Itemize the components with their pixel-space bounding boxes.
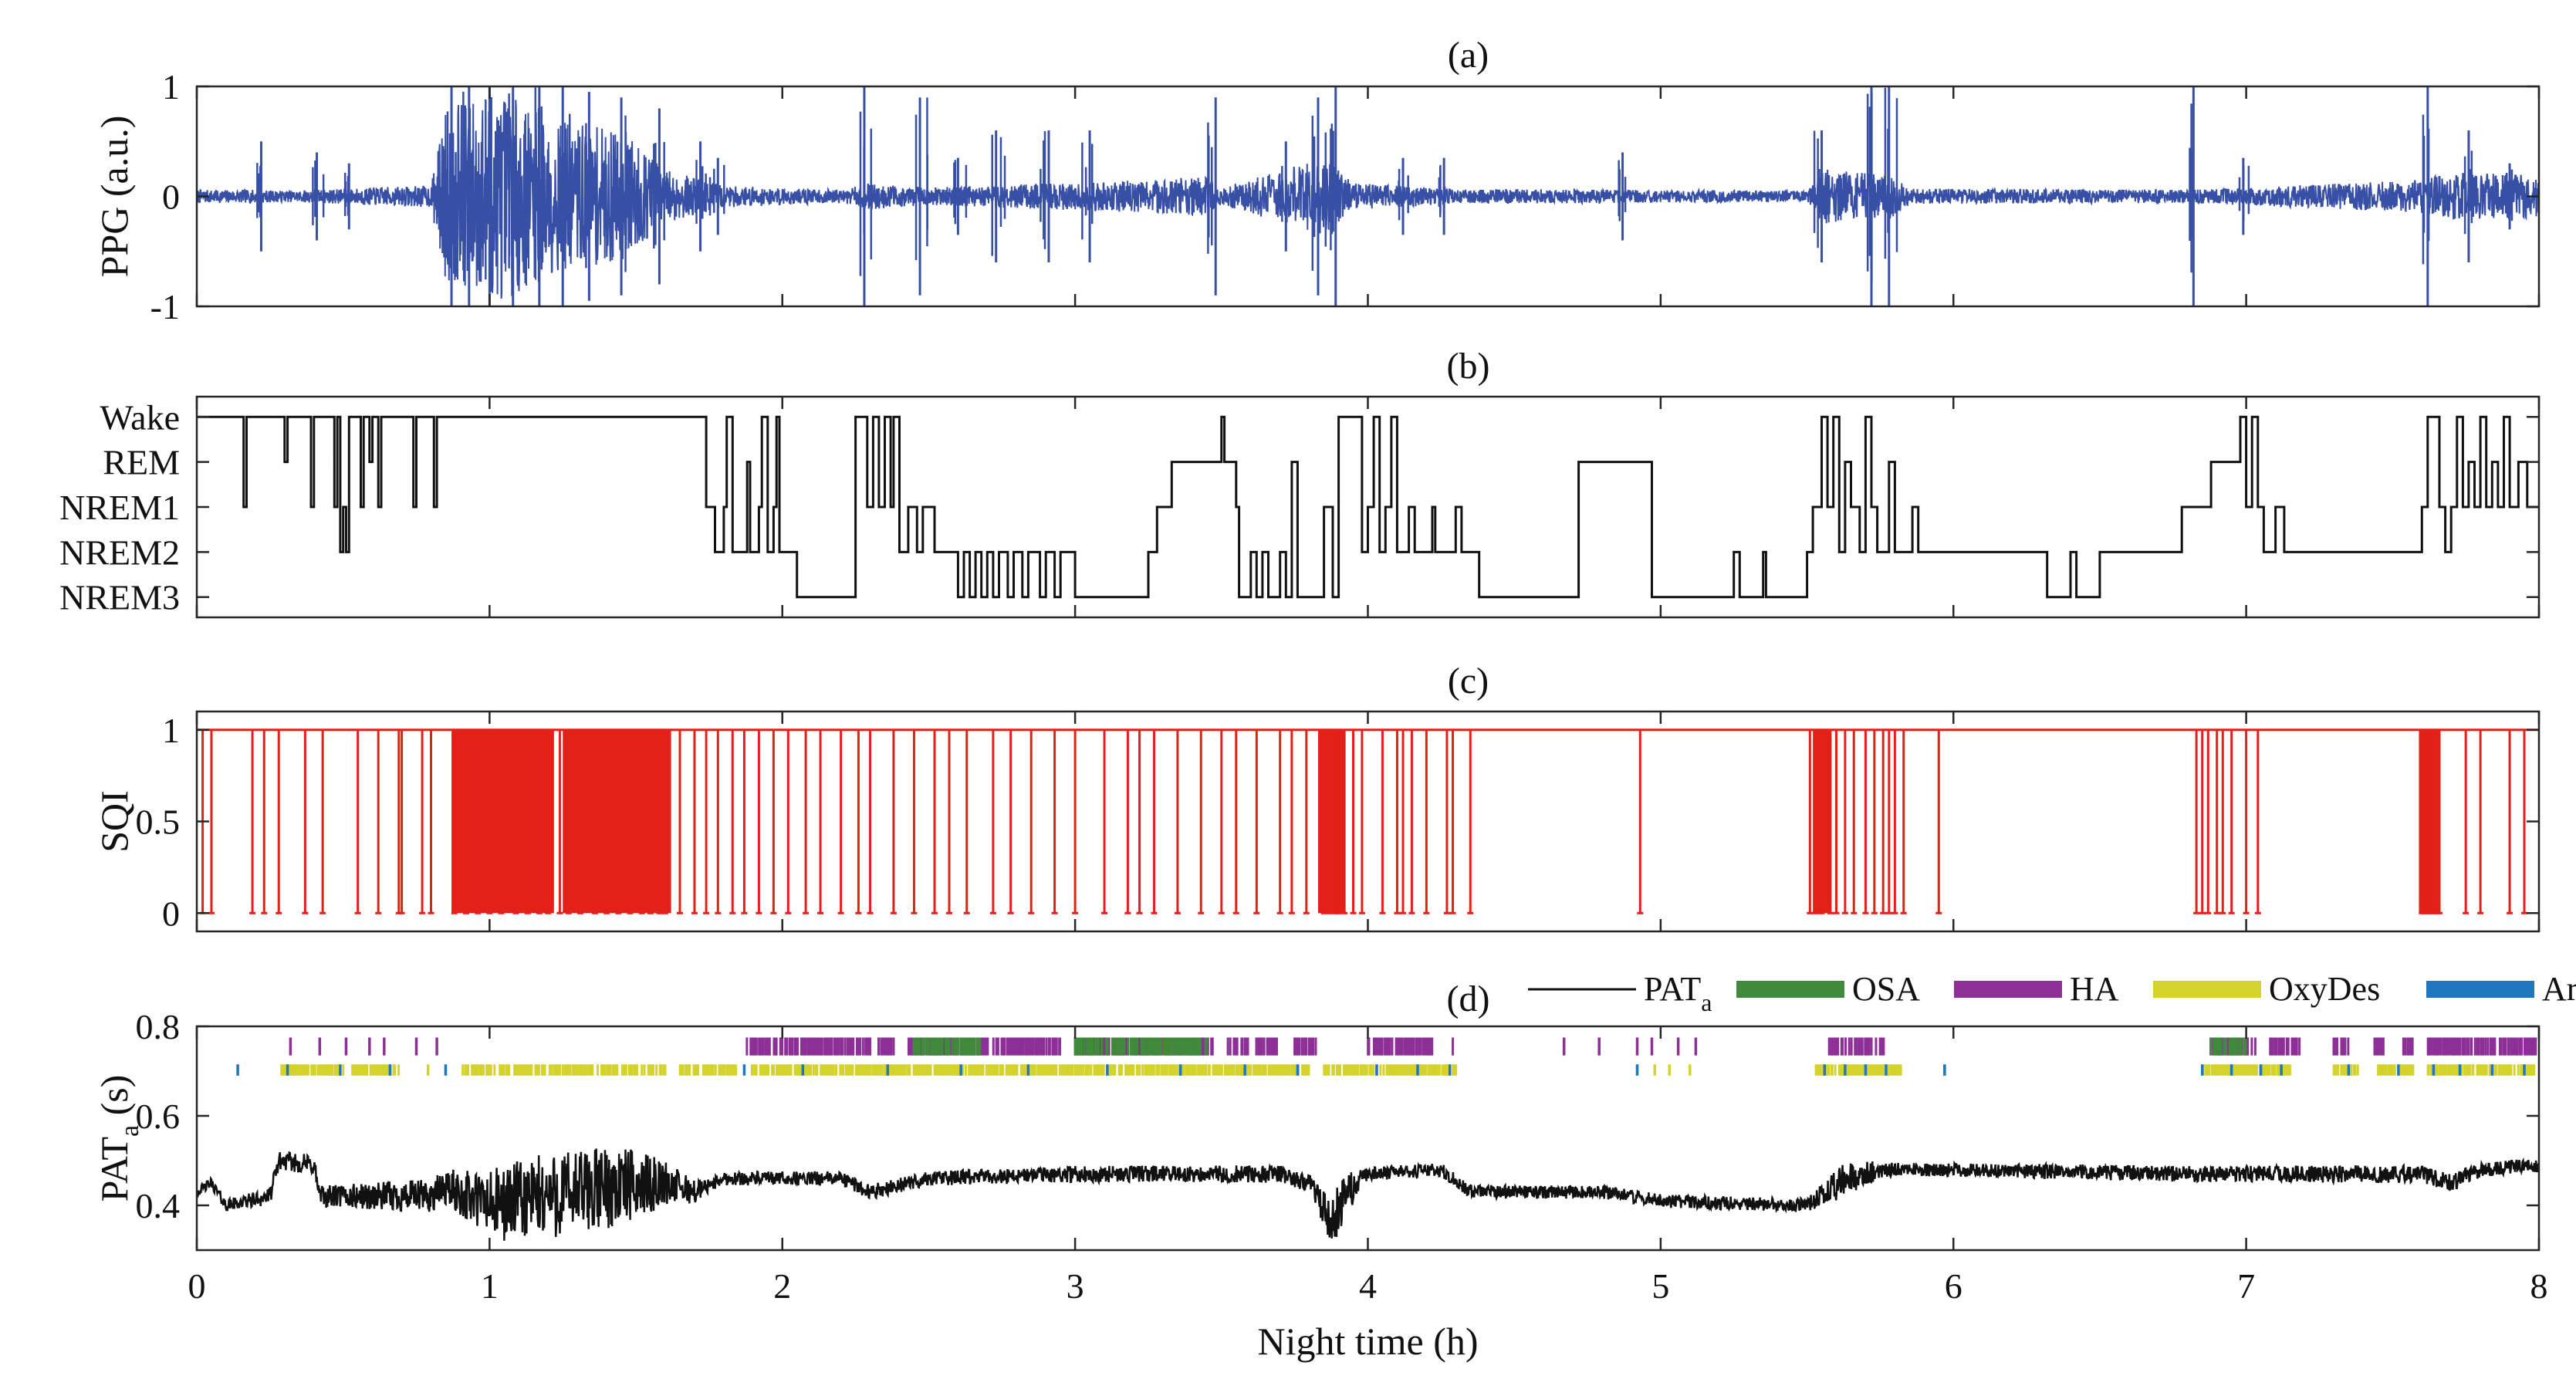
y-axis-label-d: PATa (s) — [93, 1075, 144, 1202]
panel-title-d: (d) — [1447, 978, 1490, 1019]
legend-label-osa: OSA — [1852, 970, 1920, 1008]
y-tick-label: REM — [103, 443, 180, 482]
plot-area-b — [197, 415, 2539, 599]
x-tick-label: 8 — [2530, 1266, 2548, 1306]
legend-label-oxydes: OxyDes — [2269, 970, 2380, 1008]
ppg-signal-line — [197, 100, 2539, 299]
x-tick-label: 0 — [188, 1266, 206, 1306]
panel-c: 0 0.5 1 (c) SQI — [93, 661, 2541, 933]
y-tick-label: Wake — [100, 397, 180, 437]
sqi-dense-band — [563, 729, 671, 914]
sqi-dense-band — [1318, 729, 1345, 914]
panels: -1 0 1 (a) PPG (a.u.) NREM3 NREM2 NREM1 REM Wake (… — [59, 35, 2576, 1363]
y-axis-label-c: SQI — [93, 790, 136, 853]
y-tick-label: 0 — [162, 177, 180, 217]
y-tick-label: NREM1 — [59, 488, 180, 527]
x-tick-label: 7 — [2237, 1266, 2255, 1306]
y-tick-label: 1 — [162, 711, 180, 750]
y-tick-label: -1 — [150, 287, 180, 326]
panel-title-a: (a) — [1448, 35, 1489, 76]
legend-label-ha: HA — [2070, 970, 2119, 1008]
y-tick-label: 0.4 — [136, 1186, 181, 1225]
x-axis-label: Night time (h) — [1257, 1320, 1478, 1363]
x-tick-label: 4 — [1359, 1266, 1377, 1306]
y-axis-label-suffix: (s) — [93, 1075, 136, 1125]
plot-area-c — [197, 728, 2539, 914]
panel-b: NREM3 NREM2 NREM1 REM Wake (b) — [59, 346, 2541, 619]
y-tick-label: 0.6 — [136, 1097, 181, 1136]
y-tick-label: 0.8 — [136, 1007, 181, 1046]
panel-a: -1 0 1 (a) PPG (a.u.) — [93, 35, 2541, 326]
legend-swatch-oxydes — [2153, 981, 2261, 998]
legend-label-subscript: a — [1701, 989, 1712, 1016]
legend-swatch-osa — [1736, 981, 1844, 998]
legend-label-ar: Ar — [2542, 970, 2576, 1008]
y-tick-label: 0 — [162, 894, 180, 933]
y-tick-label: 1 — [162, 67, 180, 106]
panel-title-c: (c) — [1448, 661, 1489, 701]
x-tick-label: 1 — [481, 1266, 499, 1306]
y-axis-label-a: PPG (a.u.) — [93, 116, 136, 278]
y-tick-label: 0.5 — [136, 803, 181, 842]
legend-swatch-ar — [2426, 981, 2534, 998]
panel-title-b: (b) — [1447, 346, 1490, 387]
pat-a-line — [197, 1148, 2539, 1241]
x-tick-label: 6 — [1945, 1266, 1962, 1306]
plot-area-d — [197, 1037, 2539, 1241]
plot-area-a — [197, 86, 2539, 306]
sqi-dense-band — [451, 729, 554, 914]
panel-d: PATa OSA HA OxyDes Ar0 1 2 3 4 5 6 7 80.40.60.8(d)PA… — [93, 970, 2576, 1363]
x-tick-label: 5 — [1651, 1266, 1669, 1306]
legend-swatch-ha — [1954, 981, 2062, 998]
y-tick-label: NREM2 — [59, 532, 180, 572]
y-axis-label-subscript: a — [116, 1125, 144, 1137]
y-tick-label: NREM3 — [59, 578, 180, 617]
hypnogram-line — [197, 415, 2539, 599]
x-tick-label: 2 — [773, 1266, 791, 1306]
x-tick-label: 3 — [1067, 1266, 1084, 1306]
